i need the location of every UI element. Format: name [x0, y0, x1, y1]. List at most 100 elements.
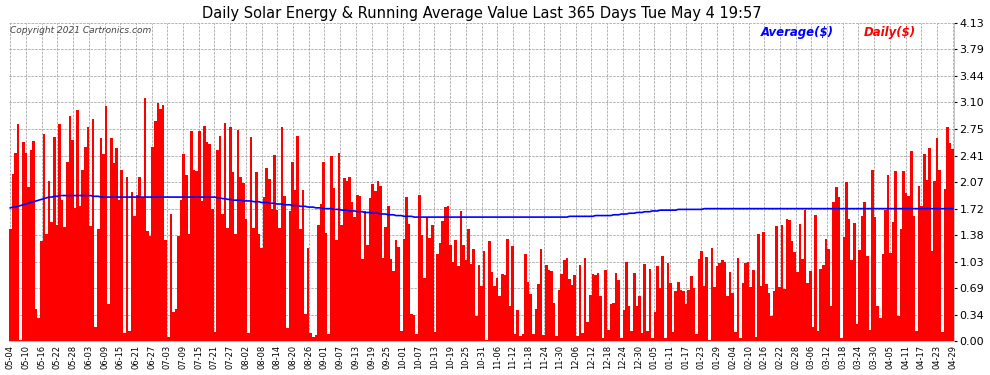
Bar: [315, 335, 317, 341]
Bar: [353, 216, 356, 341]
Bar: [144, 98, 147, 341]
Bar: [154, 121, 156, 341]
Bar: [275, 210, 278, 341]
Bar: [488, 241, 491, 341]
Bar: [599, 296, 602, 341]
Bar: [902, 171, 905, 341]
Bar: [674, 291, 677, 341]
Bar: [677, 282, 679, 341]
Bar: [936, 138, 939, 341]
Bar: [167, 338, 169, 341]
Bar: [501, 274, 504, 341]
Bar: [934, 182, 936, 341]
Bar: [721, 260, 724, 341]
Bar: [480, 286, 483, 341]
Bar: [94, 327, 97, 341]
Bar: [491, 272, 493, 341]
Bar: [424, 278, 426, 341]
Bar: [661, 256, 664, 341]
Bar: [855, 324, 858, 341]
Bar: [847, 219, 850, 341]
Bar: [879, 318, 881, 341]
Bar: [788, 220, 791, 341]
Bar: [522, 334, 525, 341]
Bar: [71, 140, 73, 341]
Bar: [338, 153, 341, 341]
Bar: [732, 292, 734, 341]
Bar: [946, 127, 948, 341]
Bar: [552, 303, 555, 341]
Bar: [46, 234, 48, 341]
Bar: [68, 116, 71, 341]
Bar: [744, 263, 746, 341]
Bar: [538, 284, 540, 341]
Bar: [472, 249, 475, 341]
Bar: [780, 225, 783, 341]
Bar: [817, 331, 820, 341]
Bar: [302, 190, 304, 341]
Bar: [283, 196, 286, 341]
Bar: [648, 269, 651, 341]
Bar: [703, 286, 706, 341]
Bar: [188, 234, 190, 341]
Bar: [141, 197, 144, 341]
Bar: [76, 110, 79, 341]
Bar: [235, 234, 237, 341]
Bar: [387, 206, 390, 341]
Bar: [573, 275, 576, 341]
Bar: [775, 226, 778, 341]
Bar: [464, 260, 467, 341]
Bar: [687, 290, 690, 341]
Bar: [25, 153, 27, 341]
Title: Daily Solar Energy & Running Average Value Last 365 Days Tue May 4 19:57: Daily Solar Energy & Running Average Val…: [202, 6, 761, 21]
Bar: [395, 240, 397, 341]
Bar: [48, 181, 50, 341]
Bar: [361, 260, 363, 341]
Bar: [53, 137, 55, 341]
Bar: [550, 271, 552, 341]
Bar: [376, 181, 379, 341]
Bar: [237, 129, 240, 341]
Bar: [33, 141, 35, 341]
Bar: [804, 210, 807, 341]
Bar: [679, 290, 682, 341]
Bar: [81, 170, 84, 341]
Bar: [589, 295, 592, 341]
Bar: [560, 274, 563, 341]
Bar: [408, 224, 410, 341]
Bar: [871, 170, 874, 341]
Bar: [716, 266, 719, 341]
Bar: [555, 336, 558, 341]
Bar: [43, 134, 46, 341]
Bar: [765, 284, 767, 341]
Bar: [519, 336, 522, 341]
Bar: [615, 273, 618, 341]
Bar: [17, 124, 20, 341]
Bar: [182, 154, 185, 341]
Bar: [270, 209, 273, 341]
Bar: [363, 211, 366, 341]
Bar: [636, 306, 639, 341]
Bar: [881, 254, 884, 341]
Bar: [136, 195, 139, 341]
Bar: [858, 250, 861, 341]
Bar: [27, 187, 30, 341]
Bar: [454, 240, 457, 341]
Bar: [568, 279, 571, 341]
Bar: [328, 334, 330, 341]
Bar: [669, 283, 672, 341]
Bar: [390, 260, 392, 341]
Bar: [746, 262, 749, 341]
Bar: [845, 182, 847, 341]
Bar: [892, 222, 895, 341]
Bar: [128, 330, 131, 341]
Bar: [113, 163, 115, 341]
Bar: [682, 291, 685, 341]
Bar: [222, 214, 224, 341]
Bar: [651, 338, 653, 341]
Bar: [645, 331, 648, 341]
Bar: [719, 263, 721, 341]
Bar: [325, 234, 328, 341]
Bar: [172, 312, 174, 341]
Bar: [265, 168, 268, 341]
